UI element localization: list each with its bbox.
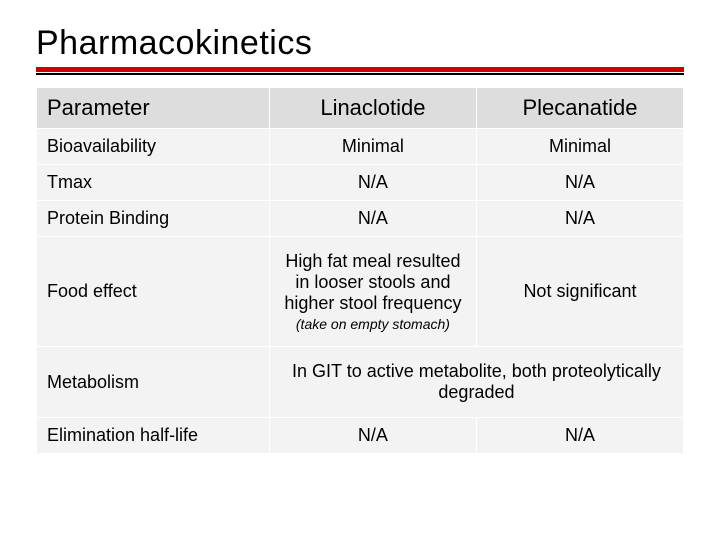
table-row: Elimination half-life N/A N/A: [37, 418, 684, 454]
table-row: Protein Binding N/A N/A: [37, 201, 684, 237]
table-header-row: Parameter Linaclotide Plecanatide: [37, 88, 684, 129]
value-cell: Minimal: [476, 129, 683, 165]
value-cell: N/A: [476, 165, 683, 201]
food-effect-note: (take on empty stomach): [280, 316, 466, 332]
value-cell: N/A: [269, 418, 476, 454]
title-rule-red: [36, 67, 684, 72]
col-header-linaclotide: Linaclotide: [269, 88, 476, 129]
param-cell: Elimination half-life: [37, 418, 270, 454]
table-row: Food effect High fat meal resulted in lo…: [37, 237, 684, 347]
param-cell: Protein Binding: [37, 201, 270, 237]
value-cell: High fat meal resulted in looser stools …: [269, 237, 476, 347]
pk-table: Parameter Linaclotide Plecanatide Bioava…: [36, 87, 684, 454]
table-row: Bioavailability Minimal Minimal: [37, 129, 684, 165]
merged-value-cell: In GIT to active metabolite, both proteo…: [269, 347, 683, 418]
param-cell: Tmax: [37, 165, 270, 201]
col-header-parameter: Parameter: [37, 88, 270, 129]
param-cell: Metabolism: [37, 347, 270, 418]
value-cell: Minimal: [269, 129, 476, 165]
table-row: Tmax N/A N/A: [37, 165, 684, 201]
value-cell: N/A: [476, 201, 683, 237]
value-cell: Not significant: [476, 237, 683, 347]
param-cell: Bioavailability: [37, 129, 270, 165]
title-rule-black: [36, 73, 684, 75]
table-row: Metabolism In GIT to active metabolite, …: [37, 347, 684, 418]
value-cell: N/A: [476, 418, 683, 454]
value-cell: N/A: [269, 165, 476, 201]
food-effect-text: High fat meal resulted in looser stools …: [284, 251, 461, 313]
slide: Pharmacokinetics Parameter Linaclotide P…: [0, 0, 720, 482]
param-cell: Food effect: [37, 237, 270, 347]
slide-title: Pharmacokinetics: [36, 24, 684, 63]
col-header-plecanatide: Plecanatide: [476, 88, 683, 129]
value-cell: N/A: [269, 201, 476, 237]
